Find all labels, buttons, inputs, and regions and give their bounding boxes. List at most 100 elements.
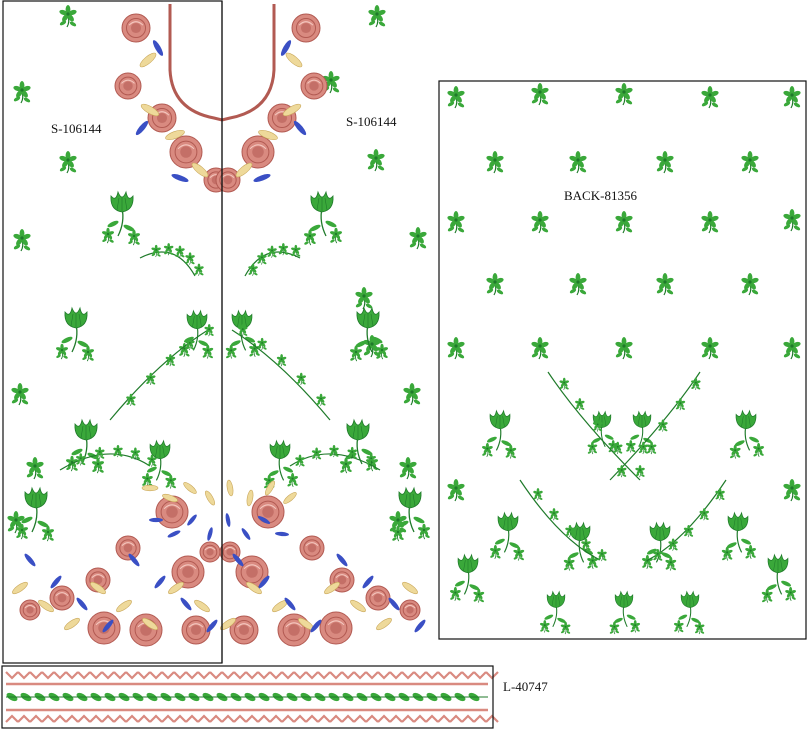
green-sprig xyxy=(329,444,339,458)
blue-leaf xyxy=(187,514,197,526)
blue-leaf xyxy=(24,553,36,567)
lace-border-strip xyxy=(5,671,499,723)
lace-zigzag-top xyxy=(341,671,355,680)
green-sprig xyxy=(375,343,389,360)
rose-flower xyxy=(300,72,328,100)
green-sprig xyxy=(783,337,801,360)
green-sprig xyxy=(701,86,719,109)
rose-flower xyxy=(115,535,141,561)
rose-flower xyxy=(229,615,259,645)
green-tulip xyxy=(225,309,261,359)
green-sprig xyxy=(783,86,801,109)
green-sprig xyxy=(656,151,674,174)
green-sprig xyxy=(549,508,559,521)
rose-flower xyxy=(399,599,421,621)
vine-stem xyxy=(231,329,331,421)
rose-flower xyxy=(241,135,275,169)
green-sprig xyxy=(721,546,733,561)
green-sprig xyxy=(615,211,633,234)
green-sprig xyxy=(638,441,649,455)
blue-leaf xyxy=(76,597,88,611)
lace-zigzag-bottom xyxy=(125,714,139,723)
green-sprig xyxy=(635,465,645,478)
green-sprig xyxy=(311,447,322,460)
lace-zigzag-top xyxy=(41,671,55,680)
green-tulip xyxy=(141,439,177,489)
lace-zigzag-top xyxy=(89,671,103,680)
blue-leaf xyxy=(293,120,307,136)
green-sprig xyxy=(675,398,686,411)
green-tulip xyxy=(349,306,389,362)
blue-leaf xyxy=(149,517,163,523)
green-tulip xyxy=(481,409,517,459)
lace-zigzag-top xyxy=(305,671,319,680)
gold-leaf xyxy=(246,489,254,507)
green-sprig xyxy=(355,287,373,310)
gold-leaf xyxy=(183,482,197,494)
green-sprig xyxy=(165,474,177,489)
green-sprig xyxy=(753,442,765,457)
lace-zigzag-bottom xyxy=(305,714,319,723)
green-sprig xyxy=(316,393,326,406)
lace-zigzag-bottom xyxy=(17,714,31,723)
green-sprig xyxy=(13,81,31,104)
green-sprig xyxy=(399,457,417,480)
green-sprig xyxy=(486,273,504,296)
green-tulip xyxy=(489,511,525,561)
green-sprig xyxy=(531,211,549,234)
green-sprig xyxy=(91,457,105,474)
rose-flower xyxy=(365,585,391,611)
green-sprig xyxy=(447,211,465,234)
green-sprig xyxy=(276,354,287,367)
vine-stem xyxy=(547,371,641,481)
gold-leaf xyxy=(165,129,185,141)
green-tulip xyxy=(587,410,619,455)
green-sprig xyxy=(248,263,258,276)
lace-zigzag-top xyxy=(245,671,259,680)
lace-zigzag-bottom xyxy=(53,714,67,723)
blue-leaf xyxy=(50,575,62,589)
gold-leaf xyxy=(282,103,302,117)
rose-flower xyxy=(299,535,325,561)
green-sprig xyxy=(113,444,123,458)
green-sprig xyxy=(366,453,376,466)
green-tulip xyxy=(391,486,431,542)
lace-zigzag-top xyxy=(461,671,475,680)
gold-leaf xyxy=(12,581,28,595)
rose-flower xyxy=(181,615,211,645)
green-sprig xyxy=(257,252,267,265)
lace-zigzag-bottom xyxy=(365,714,379,723)
green-sprig xyxy=(715,488,725,501)
blue-leaf xyxy=(167,530,181,538)
lace-zigzag-bottom xyxy=(137,714,151,723)
green-vine-sprays xyxy=(59,243,727,562)
gold-leaf xyxy=(258,129,278,141)
blue-leaf xyxy=(128,553,140,567)
rose-flower xyxy=(114,72,142,100)
lace-zigzag-top xyxy=(113,671,127,680)
lace-zigzag-top xyxy=(125,671,139,680)
green-sprig xyxy=(615,83,633,106)
blue-leaf xyxy=(275,531,289,537)
blue-leaf xyxy=(241,528,251,540)
front-left-design-code: S-106144 xyxy=(51,121,102,136)
green-sprig xyxy=(592,419,603,432)
green-sprig xyxy=(225,344,237,359)
green-tulip xyxy=(539,590,571,635)
green-sprig xyxy=(55,343,69,360)
blue-leaf xyxy=(336,553,348,567)
green-sprig-motifs xyxy=(7,5,801,534)
green-sprig xyxy=(81,345,95,362)
lace-zigzag-bottom xyxy=(437,714,451,723)
green-sprig xyxy=(41,525,55,542)
lace-zigzag-bottom xyxy=(377,714,391,723)
green-sprig xyxy=(613,441,623,455)
green-sprig xyxy=(701,337,719,360)
green-sprig xyxy=(694,621,705,635)
lace-zigzag-top xyxy=(317,671,331,680)
green-sprig xyxy=(615,337,633,360)
rose-flower xyxy=(19,599,41,621)
green-sprig xyxy=(646,441,657,455)
